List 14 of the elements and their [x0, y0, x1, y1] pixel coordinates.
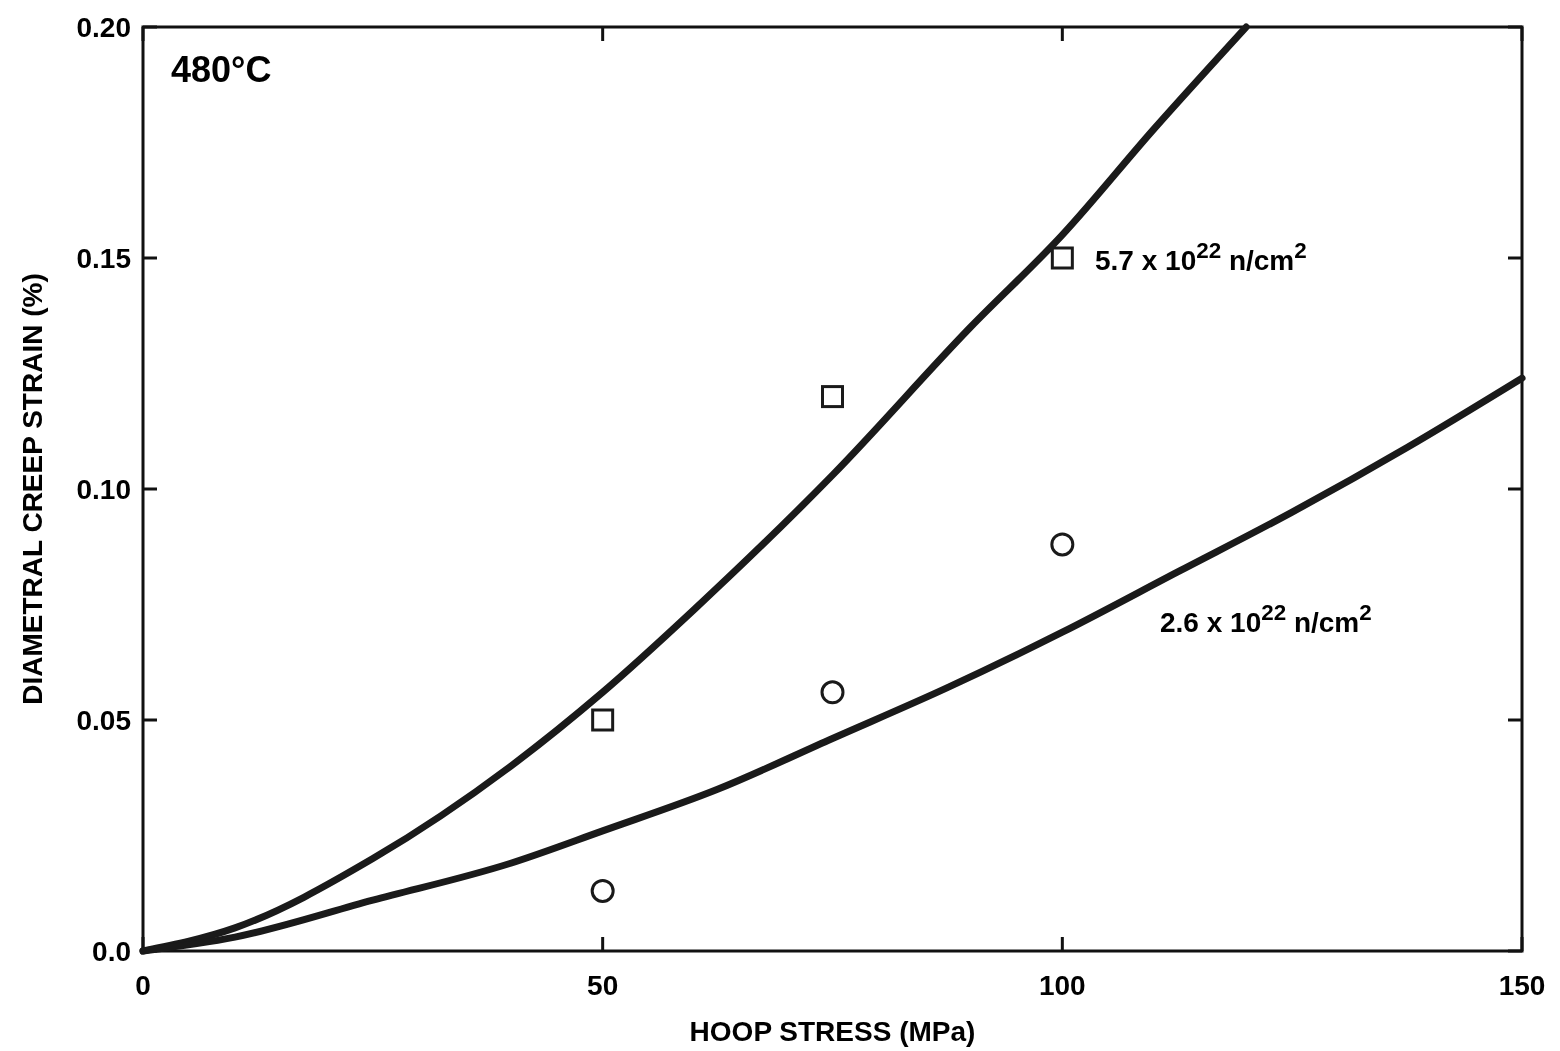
y-tick-label: 0.10 — [76, 473, 131, 505]
annotation: 480°C — [171, 49, 272, 90]
x-tick-label: 150 — [1498, 970, 1546, 1001]
x-tick-label: 0 — [135, 970, 151, 1001]
y-tick-label: 0.0 — [92, 935, 131, 967]
y-tick-label: 0.05 — [76, 704, 131, 736]
x-tick-label: 100 — [1038, 970, 1086, 1001]
annotation: 5.7 x 10$^{22}$ n/cm$^{2}$ — [1095, 237, 1307, 276]
x-tick-label: 50 — [587, 970, 619, 1001]
annotation: 2.6 x 10$^{22}$ n/cm$^{2}$ — [1160, 599, 1372, 638]
x-axis-title: HOOP STRESS (MPa) — [689, 1016, 976, 1047]
y-tick-label: 0.15 — [76, 242, 131, 274]
y-axis-title: DIAMETRAL CREEP STRAIN (%) — [17, 273, 48, 705]
y-tick-label: 0.20 — [76, 11, 131, 43]
